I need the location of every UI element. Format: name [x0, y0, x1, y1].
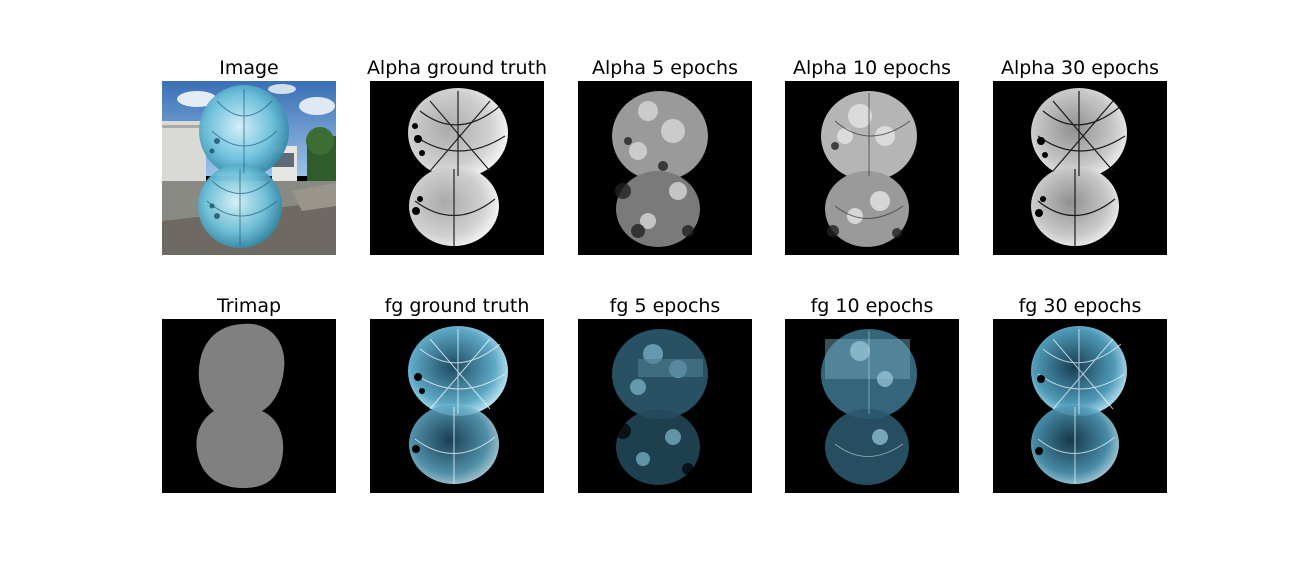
image-panel: [162, 81, 336, 255]
alpha-30-epochs-panel: [993, 81, 1167, 255]
fg-ground-truth-panel: [370, 319, 544, 493]
fg-5-epochs-image: [612, 329, 708, 485]
title-fg-30-epochs: fg 30 epochs: [1018, 295, 1142, 317]
fg-10-epochs-image: [821, 329, 917, 485]
alpha-10-epochs-panel: [785, 81, 959, 255]
title-fg-ground-truth: fg ground truth: [384, 295, 530, 317]
title-image: Image: [219, 57, 279, 79]
fg-30-epochs-image: [1031, 326, 1127, 484]
fg-10-epochs-panel: [785, 319, 959, 493]
alpha-5-epochs-panel: [578, 81, 752, 255]
trimap-panel: [162, 319, 336, 493]
fg-5-epochs-panel: [578, 319, 752, 493]
alpha-5-epochs-image: [612, 91, 708, 247]
title-alpha-5-epochs: Alpha 5 epochs: [592, 57, 738, 79]
street-scene-image: [162, 81, 336, 255]
title-fg-5-epochs: fg 5 epochs: [609, 295, 721, 317]
fg-ground-truth-image: [408, 326, 508, 484]
title-trimap: Trimap: [216, 295, 282, 317]
alpha-10-epochs-image: [821, 91, 917, 247]
title-fg-10-epochs: fg 10 epochs: [810, 295, 934, 317]
title-alpha-ground-truth: Alpha ground truth: [366, 57, 548, 79]
trimap-image: [196, 323, 285, 489]
alpha-30-epochs-image: [1031, 88, 1127, 246]
title-alpha-10-epochs: Alpha 10 epochs: [792, 57, 952, 79]
title-alpha-30-epochs: Alpha 30 epochs: [1000, 57, 1160, 79]
alpha-ground-truth-image: [408, 88, 508, 246]
fg-30-epochs-panel: [993, 319, 1167, 493]
alpha-ground-truth-panel: [370, 81, 544, 255]
